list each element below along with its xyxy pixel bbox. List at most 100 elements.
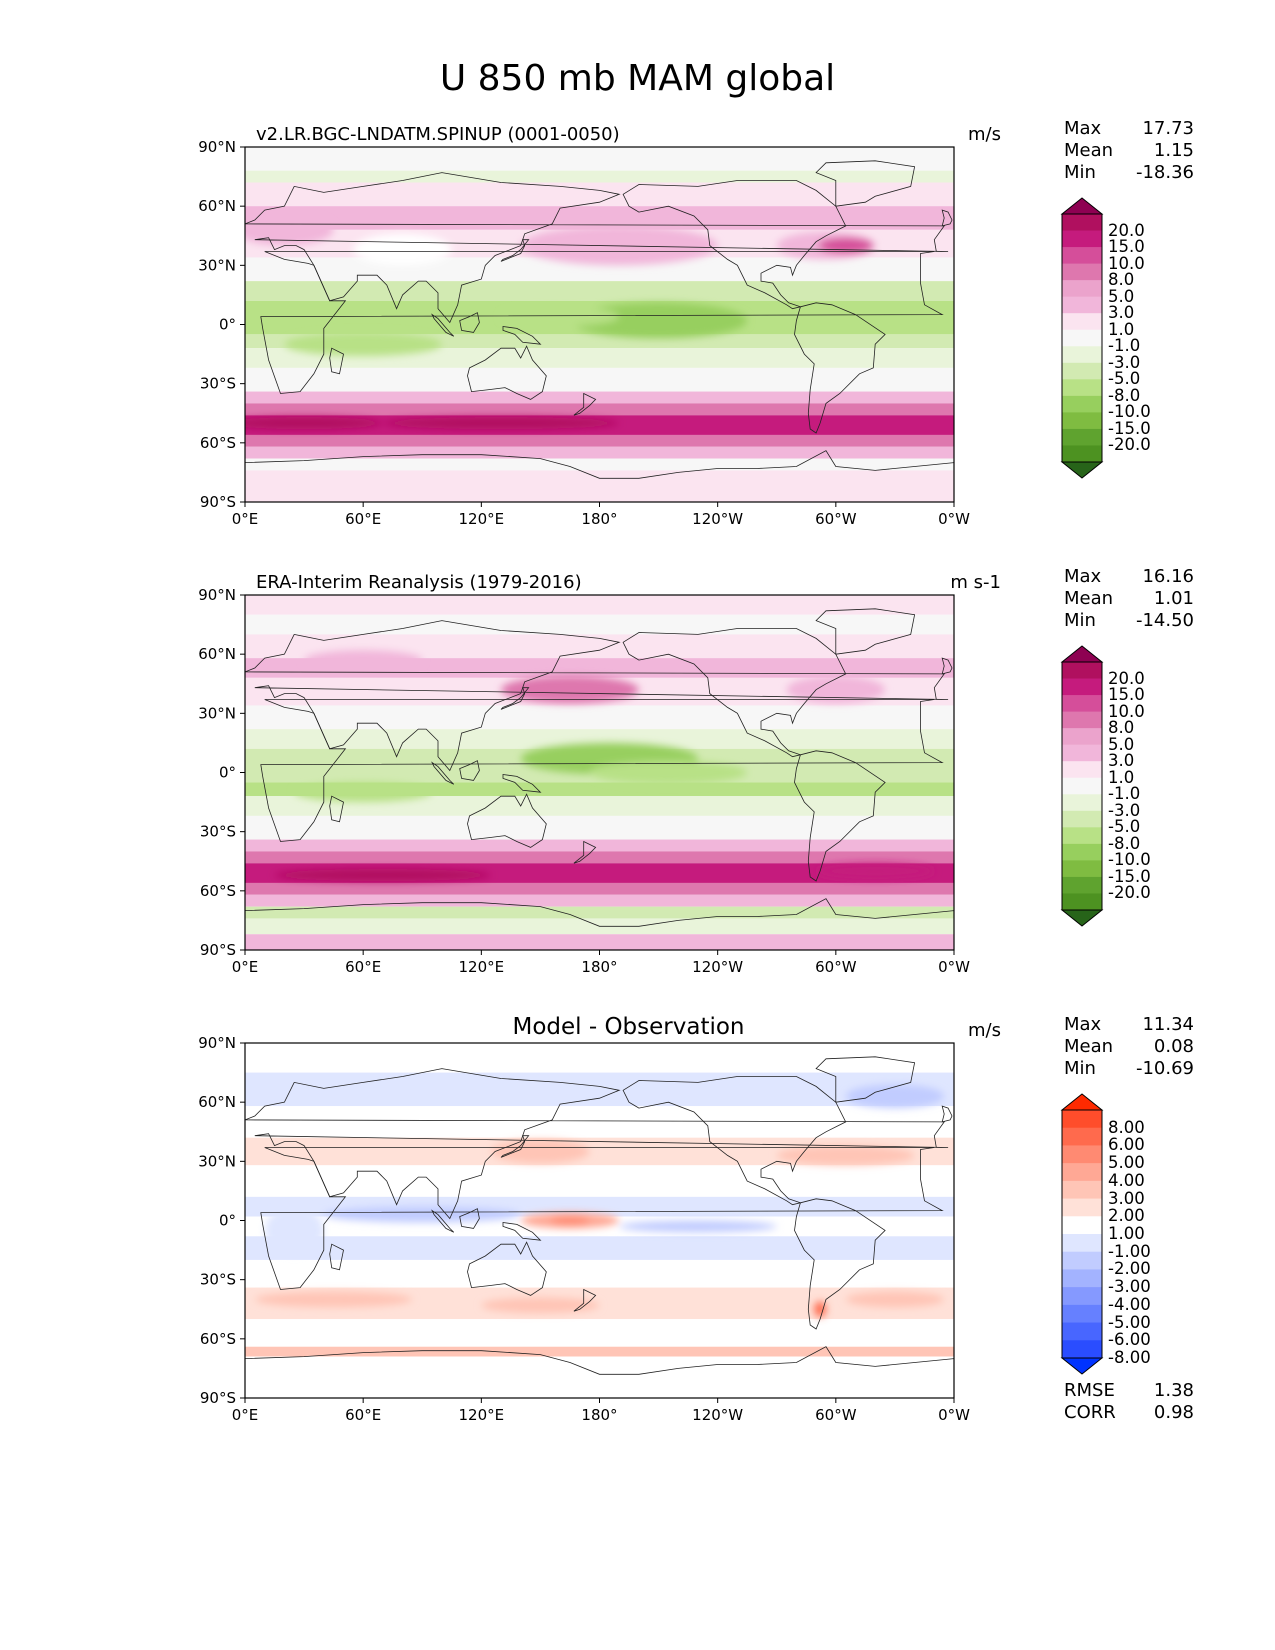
colorbar-segment [1062, 860, 1102, 878]
stat-row-max: Max 17.73 [1064, 118, 1194, 140]
stat-value: 0.08 [1153, 1036, 1194, 1057]
stat-label: Mean [1064, 588, 1114, 609]
contour-band [245, 170, 954, 183]
contour-band [245, 815, 954, 840]
colorbar-segment [1062, 329, 1102, 347]
coastline [502, 1222, 542, 1241]
contour-feature [501, 306, 620, 327]
colorbar-segment [1062, 313, 1102, 331]
contour-band [245, 1072, 954, 1107]
map-panel-3: Model - Observation m/s 0°E 60°E 120°E 180° 12… [0, 1014, 1275, 1454]
colorbar-segment [1062, 1340, 1102, 1359]
coastline [245, 1068, 949, 1220]
colorbar-segment [1062, 794, 1102, 812]
y-tick-label: 90°S [200, 1389, 236, 1407]
colorbar-tick-label: 3.0 [1108, 751, 1135, 771]
colorbar-segment [1062, 1127, 1102, 1146]
colorbar-extend-bottom [1060, 1357, 1104, 1375]
colorbar-tick-label: 5.0 [1108, 734, 1135, 754]
stat-label: Min [1064, 610, 1096, 631]
stat-value: -14.50 [1135, 610, 1194, 631]
stat-label: Max [1064, 566, 1102, 587]
colorbar-tick-label: 8.0 [1108, 270, 1135, 290]
colorbar-tick-label: -8.00 [1108, 1348, 1151, 1367]
stat-row-max: Max 11.34 [1064, 1014, 1194, 1036]
colorbar-segment [1062, 346, 1102, 364]
y-tick-label: 60°N [198, 645, 236, 663]
y-tick-label: 30°N [198, 1152, 236, 1170]
contour-feature [323, 1206, 521, 1223]
contour-feature [845, 1291, 945, 1308]
contour-band [245, 851, 954, 864]
colorbar-tick-label: -6.00 [1108, 1330, 1151, 1350]
contour-feature [619, 1220, 777, 1233]
contour-band [245, 1165, 954, 1197]
contour-feature [816, 863, 935, 879]
contour-band [245, 882, 954, 895]
colorbar-segment [1062, 1287, 1102, 1306]
metrics-box: RMSE 1.38 CORR 0.98 [1064, 1380, 1194, 1424]
x-tick-label: 120°E [459, 958, 505, 976]
contour-feature [481, 1297, 600, 1314]
coastline [500, 239, 530, 262]
coastlines [245, 160, 954, 502]
colorbar-segment [1062, 1198, 1102, 1217]
y-tick-label: 60°S [200, 1330, 236, 1348]
contour-band [245, 634, 954, 659]
colorbar-segment [1062, 230, 1102, 248]
x-tick-label: 60°W [815, 958, 857, 976]
coastline [260, 699, 944, 842]
colorbar-tick-label: -10.0 [1108, 850, 1151, 870]
y-tick-label: 90°N [198, 1034, 236, 1052]
figure-title: U 850 mb MAM global [439, 58, 836, 99]
colorbar-tick-label: 4.00 [1108, 1170, 1145, 1190]
contour-band [245, 391, 954, 404]
contour-band [245, 1043, 954, 1073]
x-tick-label: 120°W [692, 510, 743, 528]
colorbar-segment [1062, 827, 1102, 845]
x-tick-label: 60°W [815, 1406, 857, 1424]
coastline [245, 450, 954, 502]
x-tick-label: 60°E [345, 510, 381, 528]
y-tick-label: 0° [219, 316, 236, 334]
colorbar-tick-label: -1.0 [1108, 336, 1141, 356]
colorbar-segment [1062, 263, 1102, 281]
contour-band [245, 206, 954, 230]
contour-band [245, 1236, 954, 1260]
colorbar-segment [1062, 1304, 1102, 1324]
contour-band [245, 906, 954, 919]
stat-label: Max [1064, 1014, 1102, 1035]
y-tick-label: 30°S [200, 823, 236, 841]
stat-label: Min [1064, 1058, 1096, 1079]
x-tick-label: 180° [581, 510, 617, 528]
contour-band [245, 1319, 954, 1347]
stat-value: -10.69 [1135, 1058, 1194, 1079]
colorbar-tick-label: -8.0 [1108, 833, 1141, 853]
y-tick-label: 90°N [198, 138, 236, 156]
coastlines [245, 608, 954, 950]
coastline [329, 347, 344, 375]
coastline [431, 313, 455, 337]
colorbar-tick-label: -1.0 [1108, 784, 1141, 804]
coastline [431, 761, 455, 785]
colorbar-segment [1062, 761, 1102, 779]
panel-units: m s-1 [950, 572, 1001, 593]
colorbar-tick-label: -3.0 [1108, 800, 1141, 820]
colorbar-segment [1062, 247, 1102, 265]
y-tick-label: 60°N [198, 1093, 236, 1111]
contour-band [245, 403, 954, 416]
x-tick-label: 120°W [692, 958, 743, 976]
colorbar-segment [1062, 662, 1102, 680]
contour-field [245, 147, 954, 502]
stat-value: 17.73 [1142, 118, 1194, 139]
colorbar-segment [1062, 777, 1102, 795]
colorbar-tick-label: 10.0 [1108, 701, 1145, 721]
contour-feature [304, 650, 423, 670]
stats-box: Max 16.16 Mean 1.01 Min -14.50 [1064, 566, 1194, 632]
colorbar [1060, 197, 1104, 479]
x-tick-label: 0°W [938, 958, 970, 976]
colorbar-tick-label: -3.0 [1108, 352, 1141, 372]
x-tick-label: 0°E [232, 510, 259, 528]
contour-field [245, 1043, 954, 1398]
colorbar-tick-label: -20.0 [1108, 435, 1151, 455]
